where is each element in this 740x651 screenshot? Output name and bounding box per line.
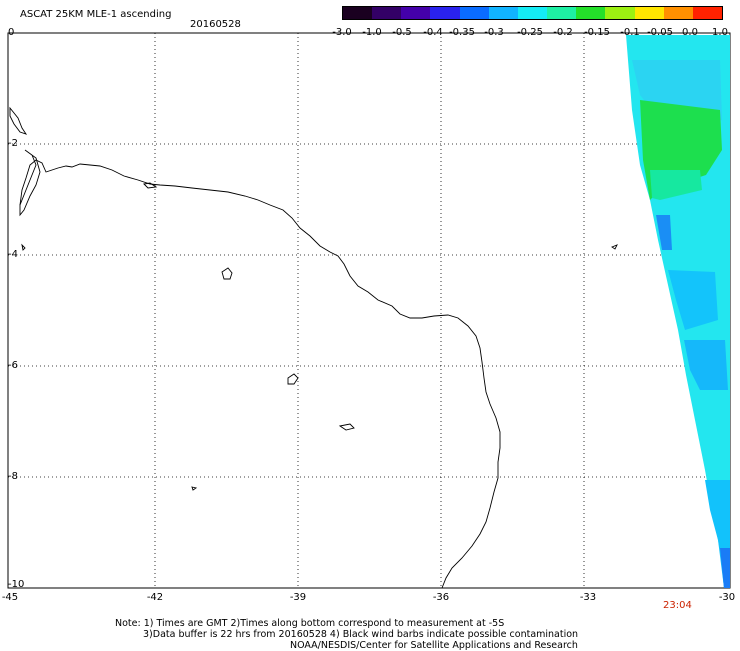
coastline — [9, 106, 618, 589]
map-date: 20160528 — [190, 19, 241, 30]
colorbar-segment — [343, 7, 373, 19]
x-label-0: -45 — [1, 592, 19, 603]
colorbar-segment — [517, 7, 548, 19]
colorbar-segment — [459, 7, 489, 19]
swath-time-label: 23:04 — [663, 600, 692, 611]
colorbar-segment — [488, 7, 518, 19]
colorbar-segment — [547, 7, 577, 19]
colorbar-segment — [430, 7, 460, 19]
y-label-4: -8 — [8, 471, 18, 482]
gridlines — [8, 33, 730, 588]
footer-note-2: 3)Data buffer is 22 hrs from 20160528 4)… — [143, 629, 579, 640]
footer-note-1: Note: 1) Times are GMT 2)Times along bot… — [115, 618, 505, 629]
footer-credit: NOAA/NESDIS/Center for Satellite Applica… — [290, 640, 578, 651]
map-title: ASCAT 25KM MLE-1 ascending — [20, 9, 172, 20]
x-label-3: -36 — [432, 592, 450, 603]
colorbar-segment — [663, 7, 693, 19]
map-frame — [7, 32, 731, 589]
y-label-5: -10 — [8, 579, 25, 590]
y-label-1: -2 — [8, 138, 18, 149]
y-label-3: -6 — [8, 360, 18, 371]
y-label-2: -4 — [8, 249, 18, 260]
colorbar-segment — [605, 7, 635, 19]
colorbar-segment — [692, 7, 723, 19]
x-label-2: -39 — [289, 592, 307, 603]
x-label-5: -30 — [718, 592, 736, 603]
ascat-swath — [626, 35, 730, 588]
y-label-0: 0 — [8, 27, 15, 38]
colorbar-segment — [634, 7, 664, 19]
x-label-4: -33 — [579, 592, 597, 603]
colorbar-segment — [576, 7, 606, 19]
x-label-1: -42 — [146, 592, 164, 603]
colorbar-segment — [401, 7, 431, 19]
colorbar-segment — [372, 7, 402, 19]
colorbar — [342, 6, 723, 20]
